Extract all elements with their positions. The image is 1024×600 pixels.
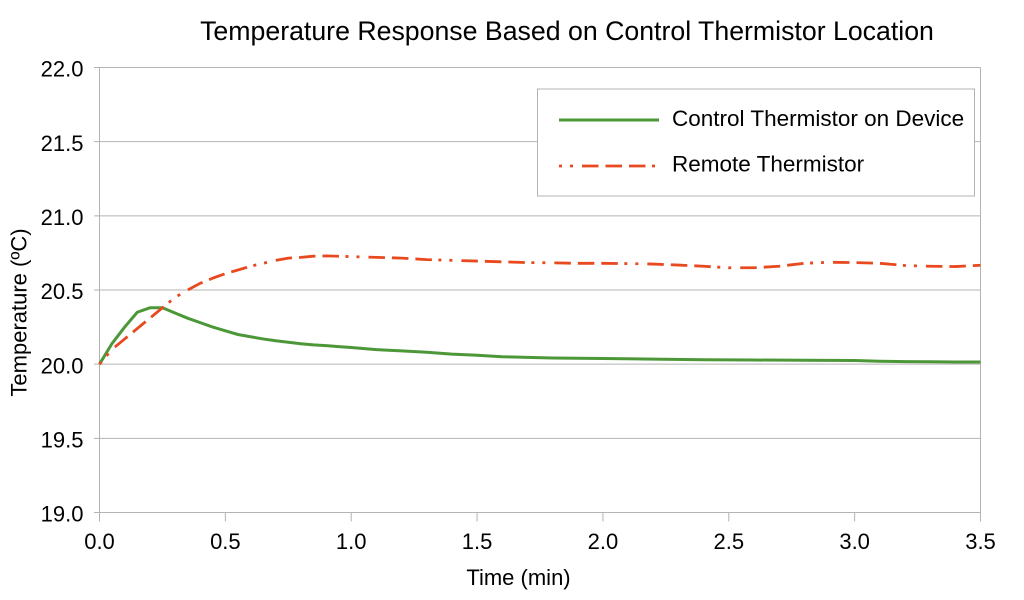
svg-text:19.5: 19.5 (41, 428, 84, 453)
svg-text:21.5: 21.5 (41, 131, 84, 156)
svg-text:22.0: 22.0 (41, 57, 84, 82)
svg-text:2.0: 2.0 (588, 529, 619, 554)
svg-text:Temperature Response Based on: Temperature Response Based on Control Th… (200, 16, 934, 46)
svg-text:20.5: 20.5 (41, 279, 84, 304)
svg-text:Time (min): Time (min) (466, 565, 570, 590)
svg-text:2.5: 2.5 (713, 529, 744, 554)
svg-text:Remote Thermistor: Remote Thermistor (672, 151, 865, 176)
svg-text:20.0: 20.0 (41, 353, 84, 378)
svg-text:0.5: 0.5 (210, 529, 241, 554)
svg-text:1.0: 1.0 (336, 529, 367, 554)
svg-text:Control Thermistor on Device: Control Thermistor on Device (672, 106, 964, 131)
svg-text:21.0: 21.0 (41, 205, 84, 230)
svg-text:0.0: 0.0 (84, 529, 115, 554)
svg-text:19.0: 19.0 (41, 502, 84, 527)
svg-text:3.5: 3.5 (965, 529, 996, 554)
svg-text:1.5: 1.5 (462, 529, 493, 554)
svg-text:Temperature (ºC): Temperature (ºC) (6, 228, 31, 396)
svg-text:3.0: 3.0 (839, 529, 870, 554)
